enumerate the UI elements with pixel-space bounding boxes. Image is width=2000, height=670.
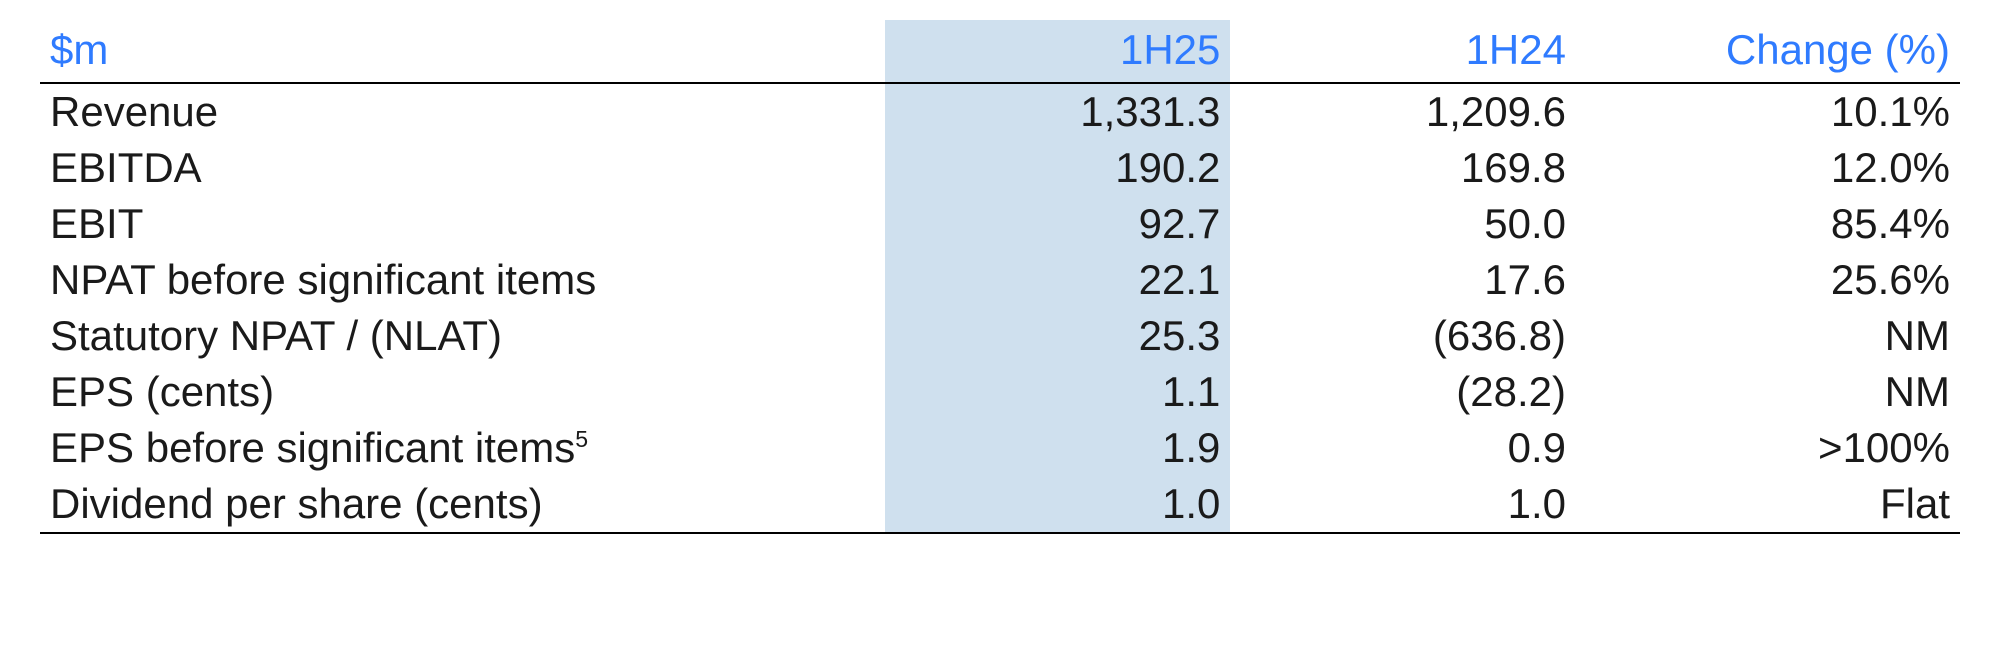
cell-1h25: 1,331.3 — [885, 83, 1231, 140]
cell-1h25: 25.3 — [885, 308, 1231, 364]
financial-table: $m 1H25 1H24 Change (%) Revenue1,331.31,… — [40, 20, 1960, 534]
cell-metric: EBIT — [40, 196, 885, 252]
cell-1h24: 1,209.6 — [1230, 83, 1576, 140]
cell-1h24: 1.0 — [1230, 476, 1576, 533]
footnote-marker: 5 — [575, 426, 588, 452]
cell-1h25: 190.2 — [885, 140, 1231, 196]
cell-metric: Revenue — [40, 83, 885, 140]
cell-change: 12.0% — [1576, 140, 1960, 196]
cell-1h25: 1.0 — [885, 476, 1231, 533]
table-row: Dividend per share (cents)1.01.0Flat — [40, 476, 1960, 533]
cell-1h24: 50.0 — [1230, 196, 1576, 252]
col-header-1h25: 1H25 — [885, 20, 1231, 83]
cell-metric: EBITDA — [40, 140, 885, 196]
table-row: EBITDA190.2169.812.0% — [40, 140, 1960, 196]
table-row: EPS before significant items51.90.9>100% — [40, 420, 1960, 476]
cell-change: NM — [1576, 308, 1960, 364]
cell-1h25: 1.9 — [885, 420, 1231, 476]
cell-change: 10.1% — [1576, 83, 1960, 140]
cell-change: 85.4% — [1576, 196, 1960, 252]
table-row: Statutory NPAT / (NLAT)25.3(636.8)NM — [40, 308, 1960, 364]
cell-1h24: (28.2) — [1230, 364, 1576, 420]
cell-change: Flat — [1576, 476, 1960, 533]
table-row: NPAT before significant items22.117.625.… — [40, 252, 1960, 308]
cell-1h25: 92.7 — [885, 196, 1231, 252]
cell-metric: Dividend per share (cents) — [40, 476, 885, 533]
cell-1h24: 169.8 — [1230, 140, 1576, 196]
cell-1h24: (636.8) — [1230, 308, 1576, 364]
cell-1h25: 1.1 — [885, 364, 1231, 420]
col-header-metric: $m — [40, 20, 885, 83]
cell-change: 25.6% — [1576, 252, 1960, 308]
table-header: $m 1H25 1H24 Change (%) — [40, 20, 1960, 83]
cell-1h24: 0.9 — [1230, 420, 1576, 476]
table-body: Revenue1,331.31,209.610.1%EBITDA190.2169… — [40, 83, 1960, 533]
cell-1h24: 17.6 — [1230, 252, 1576, 308]
table-row: EBIT92.750.085.4% — [40, 196, 1960, 252]
cell-metric: Statutory NPAT / (NLAT) — [40, 308, 885, 364]
cell-1h25: 22.1 — [885, 252, 1231, 308]
cell-metric: NPAT before significant items — [40, 252, 885, 308]
table-row: EPS (cents)1.1(28.2)NM — [40, 364, 1960, 420]
table-row: Revenue1,331.31,209.610.1% — [40, 83, 1960, 140]
col-header-change: Change (%) — [1576, 20, 1960, 83]
cell-change: NM — [1576, 364, 1960, 420]
cell-metric: EPS (cents) — [40, 364, 885, 420]
col-header-1h24: 1H24 — [1230, 20, 1576, 83]
cell-metric: EPS before significant items5 — [40, 420, 885, 476]
cell-change: >100% — [1576, 420, 1960, 476]
